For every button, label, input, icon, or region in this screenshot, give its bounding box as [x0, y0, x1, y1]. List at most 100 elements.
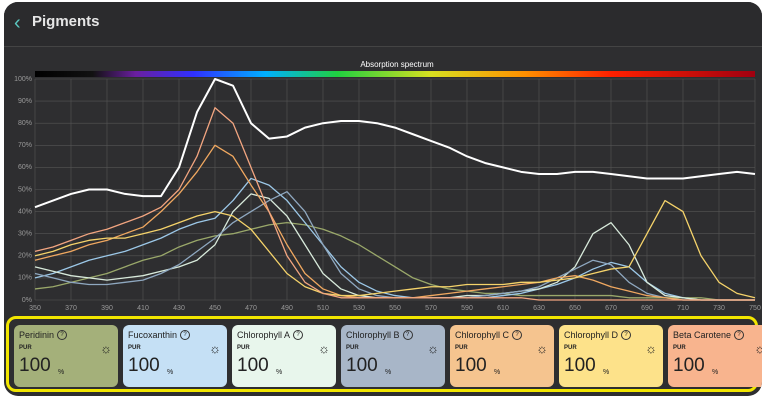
sun-icon[interactable]: ☼	[427, 341, 439, 356]
pigment-card[interactable]: Beta Carotene? ☼ PUR 100 %	[668, 325, 762, 387]
series-line	[34, 199, 756, 299]
x-tick-label: 470	[245, 305, 257, 312]
card-name: Chlorophyll D?	[564, 330, 632, 340]
card-value: 100	[128, 355, 160, 376]
x-tick-label: 430	[173, 305, 185, 312]
card-name: Chlorophyll C?	[455, 330, 523, 340]
card-unit: %	[385, 369, 392, 376]
y-tick-label: 100%	[14, 76, 32, 83]
page-title: Pigments	[32, 13, 100, 30]
x-tick-label: 670	[605, 305, 617, 312]
help-icon[interactable]: ?	[180, 330, 191, 340]
x-tick-label: 390	[101, 305, 113, 312]
pigment-card[interactable]: Chlorophyll B? ☼ PUR 100 %	[341, 325, 445, 387]
card-unit: %	[276, 369, 283, 376]
series-line	[34, 107, 755, 301]
help-icon[interactable]: ?	[734, 330, 745, 340]
y-tick-label: 10%	[18, 275, 32, 282]
card-value: 100	[19, 355, 51, 376]
card-row: Peridinin? ☼ PUR 100 % Fucoxanthin? ☼ PUR…	[6, 316, 762, 392]
x-tick-label: 690	[641, 305, 653, 312]
y-tick-label: 80%	[18, 120, 32, 127]
card-unit: %	[712, 369, 719, 376]
x-tick-label: 570	[425, 305, 437, 312]
card-name: Peridinin?	[19, 330, 68, 340]
header: ‹ Pigments	[4, 2, 762, 47]
card-unit: %	[494, 369, 501, 376]
pigment-card[interactable]: Fucoxanthin? ☼ PUR 100 %	[123, 325, 227, 387]
y-tick-label: 50%	[18, 186, 32, 193]
y-tick-label: 30%	[18, 231, 32, 238]
x-tick-label: 710	[677, 305, 689, 312]
y-tick-label: 60%	[18, 164, 32, 171]
pigment-card[interactable]: Chlorophyll C? ☼ PUR 100 %	[450, 325, 554, 387]
sun-icon[interactable]: ☼	[209, 341, 221, 356]
help-icon[interactable]: ?	[512, 330, 523, 340]
x-tick-label: 490	[281, 305, 293, 312]
back-button[interactable]: ‹	[14, 12, 21, 34]
x-tick-label: 650	[569, 305, 581, 312]
card-value: 100	[673, 355, 705, 376]
card-value: 100	[346, 355, 378, 376]
help-icon[interactable]: ?	[57, 330, 68, 340]
chart: Absorption spectrum 0% 10% 20% 30% 40% 50% 60%…	[14, 60, 761, 312]
y-tick-label: 0%	[22, 297, 32, 304]
card-name: Beta Carotene?	[673, 330, 745, 340]
card-metric: PUR	[237, 345, 250, 351]
y-tick-label: 70%	[18, 142, 32, 149]
card-name-text: Chlorophyll C	[455, 330, 510, 340]
y-tick-label: 90%	[18, 98, 32, 105]
x-tick-label: 750	[749, 305, 761, 312]
card-metric: PUR	[673, 345, 686, 351]
card-name-text: Peridinin	[19, 330, 55, 340]
sun-icon[interactable]: ☼	[645, 341, 657, 356]
x-tick-label: 550	[389, 305, 401, 312]
card-unit: %	[167, 369, 174, 376]
card-unit: %	[603, 369, 610, 376]
card-name: Chlorophyll A?	[237, 330, 304, 340]
y-tick-label: 20%	[18, 253, 32, 260]
sun-icon[interactable]: ☼	[318, 341, 330, 356]
sun-icon[interactable]: ☼	[754, 341, 762, 356]
card-name-text: Chlorophyll D	[564, 330, 619, 340]
pigment-card[interactable]: Peridinin? ☼ PUR 100 %	[14, 325, 118, 387]
x-tick-label: 370	[65, 305, 77, 312]
card-value: 100	[564, 355, 596, 376]
card-name: Chlorophyll B?	[346, 330, 413, 340]
card-name: Fucoxanthin?	[128, 330, 191, 340]
card-metric: PUR	[346, 345, 359, 351]
pigment-card[interactable]: Chlorophyll D? ☼ PUR 100 %	[559, 325, 663, 387]
x-tick-label: 450	[209, 305, 221, 312]
x-tick-label: 510	[317, 305, 329, 312]
card-name-text: Beta Carotene	[673, 330, 732, 340]
help-icon[interactable]: ?	[293, 330, 304, 340]
card-name-text: Chlorophyll B	[346, 330, 400, 340]
x-tick-label: 530	[353, 305, 365, 312]
series-line	[34, 177, 755, 301]
x-tick-label: 730	[713, 305, 725, 312]
help-icon[interactable]: ?	[621, 330, 632, 340]
sun-icon[interactable]: ☼	[536, 341, 548, 356]
x-tick-label: 630	[533, 305, 545, 312]
sun-icon[interactable]: ☼	[100, 341, 112, 356]
card-metric: PUR	[455, 345, 468, 351]
pigment-card[interactable]: Chlorophyll A? ☼ PUR 100 %	[232, 325, 336, 387]
card-unit: %	[58, 369, 65, 376]
card-metric: PUR	[128, 345, 141, 351]
series-line	[34, 222, 755, 301]
x-tick-label: 590	[461, 305, 473, 312]
x-tick-label: 410	[137, 305, 149, 312]
card-value: 100	[455, 355, 487, 376]
card-value: 100	[237, 355, 269, 376]
chart-title: Absorption spectrum	[360, 60, 434, 69]
y-tick-label: 40%	[18, 208, 32, 215]
card-name-text: Chlorophyll A	[237, 330, 291, 340]
card-metric: PUR	[564, 345, 577, 351]
card-metric: PUR	[19, 345, 32, 351]
x-tick-label: 610	[497, 305, 509, 312]
x-tick-label: 350	[29, 305, 41, 312]
series-line	[34, 78, 756, 209]
spectrum-bar	[35, 71, 755, 77]
help-icon[interactable]: ?	[402, 330, 413, 340]
